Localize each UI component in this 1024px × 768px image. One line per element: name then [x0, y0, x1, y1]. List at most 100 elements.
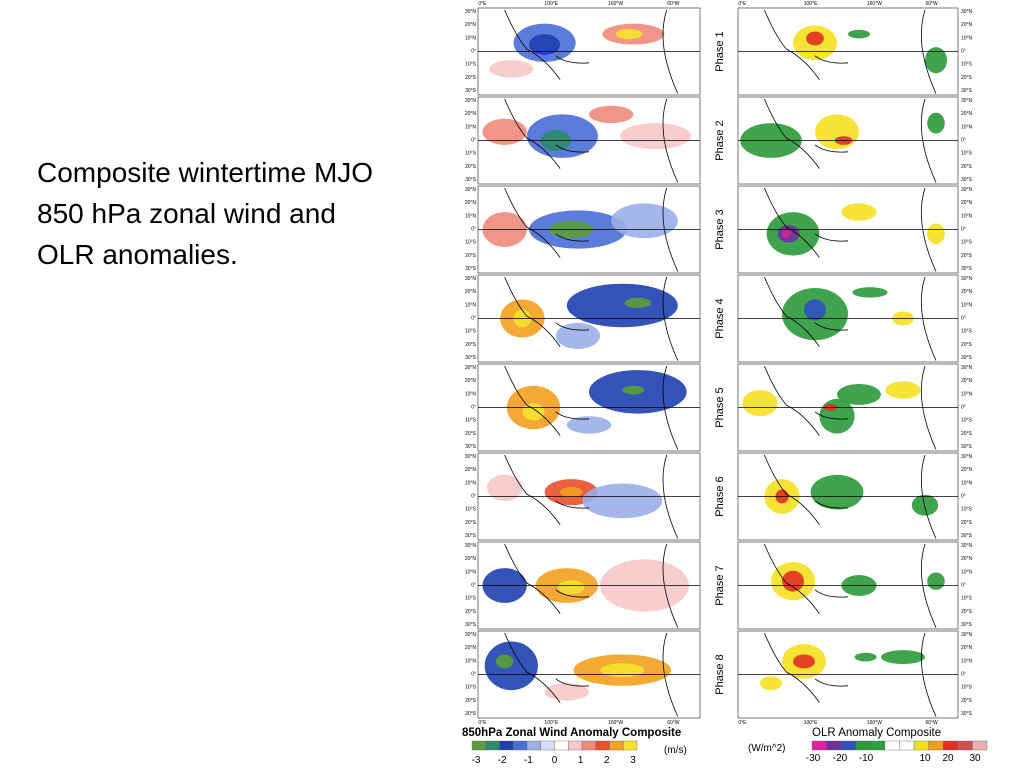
colorbar-swatch	[623, 740, 638, 751]
lat-label: 0°	[471, 583, 476, 589]
anomaly-region	[522, 403, 545, 421]
lat-label: 20°S	[465, 253, 477, 259]
lat-label: 30°S	[961, 533, 973, 539]
colorbar-swatch	[526, 740, 541, 751]
lat-label: 10°S	[465, 418, 477, 424]
colorbar-label: 0	[552, 755, 558, 766]
anomaly-region	[804, 299, 826, 321]
lat-label: 10°N	[961, 124, 973, 130]
coastline	[504, 365, 679, 450]
colorbar-label: 1	[578, 755, 584, 766]
colorbar-swatch	[972, 740, 988, 751]
olr-title: OLR Anomaly Composite	[812, 727, 941, 739]
anomaly-region	[848, 29, 870, 39]
lat-label: 30°N	[465, 9, 477, 15]
colorbar-swatch	[554, 740, 569, 751]
colorbar-swatch	[595, 740, 610, 751]
colorbar-label: 10	[919, 753, 931, 764]
lat-label: 10°N	[961, 391, 973, 397]
lon-label: 100°E	[804, 1, 818, 7]
lat-label: 20°S	[961, 698, 973, 704]
anomaly-region	[819, 398, 855, 434]
anomaly-region	[589, 105, 634, 124]
anomaly-region	[815, 114, 859, 150]
lat-label: 0°	[961, 672, 966, 678]
coastline	[504, 98, 679, 183]
wind-unit: (m/s)	[664, 745, 687, 756]
lat-label: 10°S	[961, 685, 973, 691]
lat-label: 20°N	[465, 22, 477, 28]
anomaly-region	[885, 381, 921, 399]
colorbar-swatch	[913, 740, 929, 751]
lon-label: 0°E	[478, 720, 487, 726]
lat-label: 20°N	[961, 378, 973, 384]
phase-label: Phase 5	[714, 387, 726, 427]
anomaly-region	[841, 203, 877, 221]
lat-label: 10°S	[961, 507, 973, 513]
lat-label: 20°S	[465, 520, 477, 526]
lat-label: 30°S	[465, 444, 477, 450]
anomaly-region	[529, 34, 561, 55]
lat-label: 10°N	[465, 124, 477, 130]
lat-label: 10°S	[465, 685, 477, 691]
lat-label: 10°N	[465, 480, 477, 486]
lat-label: 30°N	[465, 98, 477, 104]
colorbar-swatch	[928, 740, 944, 751]
lat-label: 20°N	[465, 467, 477, 473]
lat-label: 20°S	[961, 342, 973, 348]
lat-label: 20°S	[961, 164, 973, 170]
lat-label: 20°S	[465, 431, 477, 437]
lon-label: 100°E	[544, 720, 558, 726]
lat-label: 10°S	[465, 596, 477, 602]
lat-label: 0°	[961, 494, 966, 500]
coastline	[504, 276, 679, 361]
lat-label: 20°N	[961, 22, 973, 28]
lon-label: 0°E	[478, 1, 487, 7]
lat-label: 0°	[961, 138, 966, 144]
lat-label: 30°S	[465, 88, 477, 94]
lat-label: 0°	[471, 316, 476, 322]
colorbar-label: -3	[472, 755, 481, 766]
colorbar-swatch	[540, 740, 555, 751]
lon-label: 60°W	[667, 720, 680, 726]
lat-label: 30°S	[961, 711, 973, 717]
coastline	[764, 187, 937, 272]
lat-label: 20°S	[961, 520, 973, 526]
lat-label: 20°N	[961, 289, 973, 295]
phase-label: Phase 8	[714, 654, 726, 694]
anomaly-region	[810, 474, 864, 510]
colorbar-label: -1	[524, 755, 533, 766]
colorbar-swatch	[870, 740, 886, 751]
lat-label: 10°N	[961, 569, 973, 575]
lon-label: 60°W	[667, 1, 680, 7]
lat-label: 30°N	[465, 543, 477, 549]
colorbar-swatch	[855, 740, 871, 751]
lat-label: 0°	[961, 583, 966, 589]
anomaly-region	[600, 663, 645, 678]
colorbar-swatch	[826, 740, 842, 751]
lat-label: 30°N	[961, 365, 973, 371]
lat-label: 30°S	[465, 622, 477, 628]
anomaly-region	[620, 123, 692, 150]
coastline	[764, 632, 937, 717]
lat-label: 10°S	[465, 151, 477, 157]
lat-label: 10°N	[465, 391, 477, 397]
lat-label: 10°N	[961, 480, 973, 486]
lat-label: 20°N	[961, 111, 973, 117]
lat-label: 10°S	[961, 151, 973, 157]
colorbar-swatch	[485, 740, 500, 751]
lon-label: 60°W	[925, 1, 938, 7]
anomaly-region	[495, 654, 514, 669]
anomaly-region	[622, 385, 645, 395]
lat-label: 0°	[961, 405, 966, 411]
lat-label: 30°N	[465, 632, 477, 638]
lat-label: 30°S	[961, 88, 973, 94]
phase-label: Phase 7	[714, 565, 726, 605]
lat-label: 10°S	[465, 240, 477, 246]
colorbar-swatch	[568, 740, 583, 751]
lat-label: 20°S	[961, 609, 973, 615]
lat-label: 30°S	[465, 177, 477, 183]
anomaly-region	[793, 654, 815, 669]
lat-label: 0°	[471, 227, 476, 233]
